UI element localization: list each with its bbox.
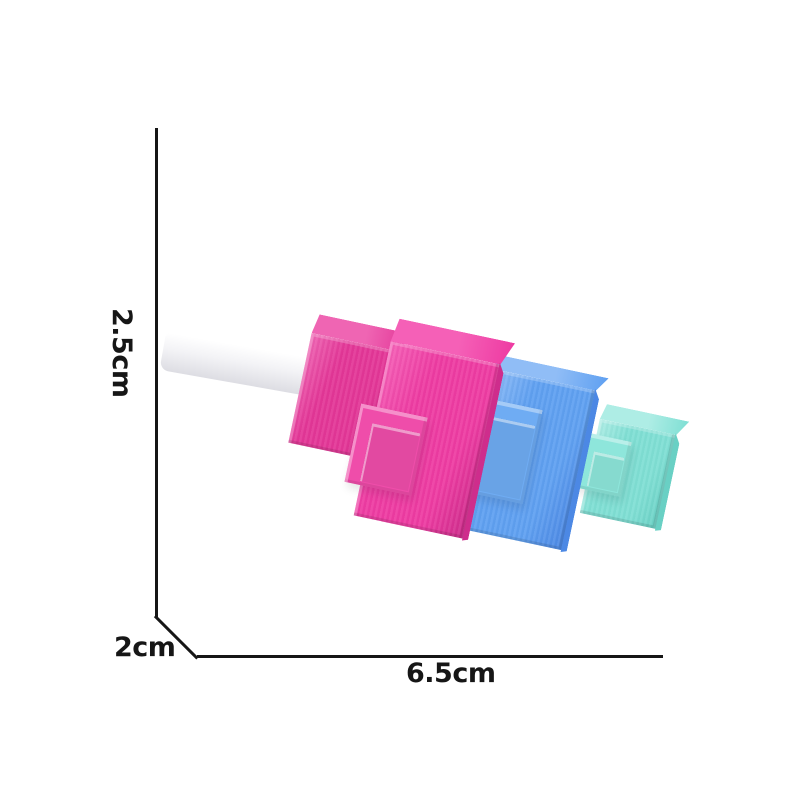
width-dimension-line: [197, 655, 663, 658]
height-dimension-line: [155, 128, 158, 617]
depth-dimension-label: 2cm: [114, 632, 176, 663]
white-pin-rod: [159, 328, 313, 396]
height-dimension-label: 2.5cm: [106, 308, 137, 398]
width-dimension-label: 6.5cm: [406, 658, 496, 689]
teal-block: [571, 418, 677, 530]
